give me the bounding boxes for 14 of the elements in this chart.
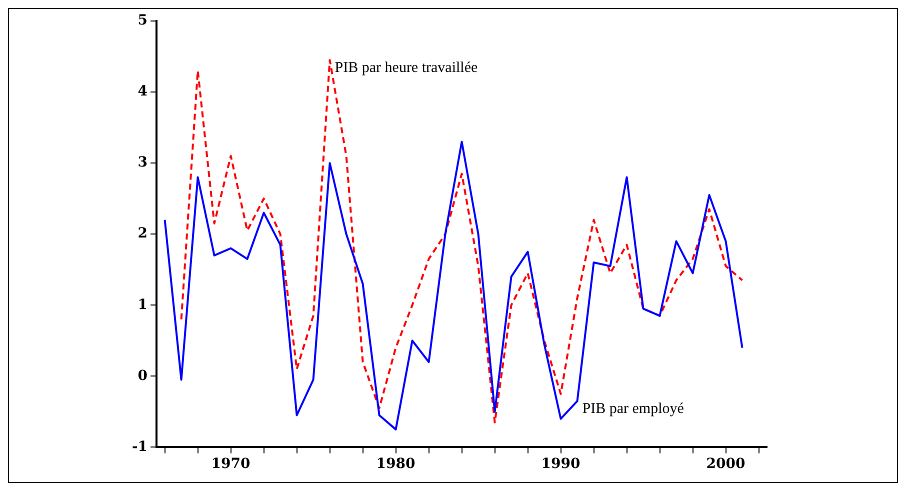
line-series xyxy=(180,59,744,424)
y-tick-label: 3 xyxy=(138,154,148,171)
x-tick-label: 1990 xyxy=(541,456,581,472)
annotation: PIB par employé xyxy=(582,400,684,417)
y-tick-label: 2 xyxy=(138,226,148,242)
y-tick-label: 0 xyxy=(138,368,148,384)
y-tick-label: 5 xyxy=(138,12,148,29)
x-tick-label: 1980 xyxy=(376,456,416,472)
y-tick-label: 4 xyxy=(138,84,148,100)
y-tick-label: -1 xyxy=(132,438,148,455)
annotation: PIB par heure travaillée xyxy=(334,60,478,76)
y-tick-label: 1 xyxy=(138,296,148,313)
x-tick-label: 1970 xyxy=(211,456,251,472)
x-tick-label: 2000 xyxy=(706,456,746,472)
